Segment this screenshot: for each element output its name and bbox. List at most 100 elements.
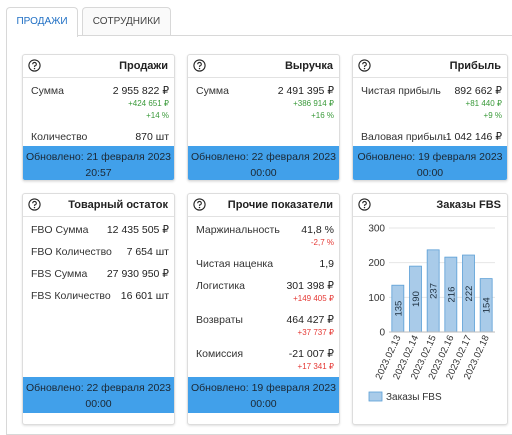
help-icon-circle <box>28 59 41 72</box>
help-icon-circle <box>358 59 371 72</box>
metric-value: 7 654 шт <box>126 246 169 258</box>
card: Заказы FBS 0 100 200 300 135 2023.02.13 190 2023… <box>352 193 508 425</box>
metric-label: Валовая прибыль <box>361 131 446 143</box>
metric-value: 12 435 505 ₽ <box>106 224 169 236</box>
help-icon[interactable] <box>28 59 41 72</box>
metric-line: Чистая прибыль 892 662 ₽ <box>361 84 502 98</box>
help-icon[interactable] <box>28 198 41 211</box>
metric-line: FBS Количество 16 601 шт <box>31 289 169 303</box>
help-icon-glyph <box>197 200 202 206</box>
metric-row: Возвраты 464 427 ₽ +37 737 ₽ <box>196 313 334 339</box>
metric-line: FBS Сумма 27 930 950 ₽ <box>31 267 169 281</box>
metric-row: FBO Количество 7 654 шт <box>31 245 169 259</box>
metric-value: 1,9 <box>319 258 334 270</box>
updated-footer: Обновлено: 19 февраля 2023 00:00 <box>353 146 507 180</box>
card-title: Прочие показатели <box>227 199 333 211</box>
metric-change: -2,7 % <box>310 238 334 247</box>
help-icon[interactable] <box>358 59 371 72</box>
metric-label: Логистика <box>196 280 246 292</box>
metric-change: +81 440 ₽ <box>465 99 502 108</box>
help-icon[interactable] <box>358 198 371 211</box>
tab[interactable]: СОТРУДНИКИ <box>82 7 171 35</box>
help-icon-glyph <box>32 61 37 67</box>
metric-value: -21 007 ₽ <box>288 348 334 360</box>
metric-value: 301 398 ₽ <box>286 280 334 292</box>
metric-label: Комиссия <box>196 348 244 360</box>
updated-footer: Обновлено: 22 февраля 2023 00:00 <box>188 146 339 180</box>
help-icon-circle <box>358 198 371 211</box>
metric-line: Сумма 2 491 395 ₽ <box>196 84 334 98</box>
metric-value: 27 930 950 ₽ <box>106 268 169 280</box>
legend-label: Заказы FBS <box>386 392 442 403</box>
metric-row: Чистая прибыль 892 662 ₽ +81 440 ₽ +9 % <box>361 84 502 122</box>
metric-line: Чистая наценка 1,9 <box>196 257 334 271</box>
metric-value: 16 601 шт <box>120 290 169 302</box>
metric-label: Сумма <box>31 85 64 97</box>
card-body: Сумма 2 955 822 ₽ +424 651 ₽ +14 % Количеств… <box>23 78 174 152</box>
metric-label: Маржинальность <box>196 224 280 236</box>
value-label: 190 <box>411 291 422 307</box>
metric-change: +37 737 ₽ <box>297 328 334 337</box>
metric-label: Количество <box>31 131 88 143</box>
help-icon[interactable] <box>193 198 206 211</box>
metric-change: +14 % <box>146 111 169 120</box>
metric-value: 2 955 822 ₽ <box>112 85 169 97</box>
help-icon-dot <box>363 206 366 209</box>
metric-line: Количество 870 шт <box>31 130 169 144</box>
card-title: Товарный остаток <box>68 199 168 211</box>
metric-change: +424 651 ₽ <box>128 99 169 108</box>
metric-value: 41,8 % <box>301 224 334 236</box>
updated-time: 20:57 <box>85 167 112 179</box>
card-body: FBO Сумма 12 435 505 ₽ FBO Количество 7 654… <box>23 217 174 311</box>
updated-footer: Обновлено: 21 февраля 2023 20:57 <box>23 146 174 180</box>
card-header: Заказы FBS <box>353 194 507 217</box>
metric-label: FBO Сумма <box>31 224 89 236</box>
value-label: 154 <box>482 297 493 313</box>
metric-row: Валовая прибыль 1 042 146 ₽ <box>361 130 502 144</box>
metric-change: +17 341 ₽ <box>297 362 334 371</box>
metric-value: 1 042 146 ₽ <box>445 131 502 143</box>
metric-change: +9 % <box>483 111 502 120</box>
help-icon-dot <box>33 206 36 209</box>
metric-row: Комиссия -21 007 ₽ +17 341 ₽ <box>196 347 334 373</box>
card-title: Прибыль <box>449 60 501 72</box>
updated-time: 00:00 <box>416 167 444 179</box>
metric-row: FBO Сумма 12 435 505 ₽ <box>31 223 169 237</box>
metric-line: FBO Количество 7 654 шт <box>31 245 169 259</box>
chart: 01002003001352023.02.131902023.02.142372… <box>368 224 495 403</box>
metric-label: Чистая наценка <box>196 258 274 270</box>
metric-line: Комиссия -21 007 ₽ <box>196 347 334 361</box>
metric-label: Сумма <box>196 85 229 97</box>
metric-label: Возвраты <box>196 314 243 326</box>
metric-row: Сумма 2 955 822 ₽ +424 651 ₽ +14 % <box>31 84 169 122</box>
legend[interactable]: Заказы FBS <box>368 391 442 403</box>
help-icon-dot <box>198 206 201 209</box>
updated-date: Обновлено: 19 февраля 2023 <box>190 382 337 394</box>
metric-label: FBS Количество <box>31 290 111 302</box>
metric-line: Возвраты 464 427 ₽ <box>196 313 334 327</box>
metric-row: FBS Количество 16 601 шт <box>31 289 169 303</box>
card: Товарный остаток FBO Сумма 12 435 505 ₽ FBO… <box>22 193 175 425</box>
metric-value: 2 491 395 ₽ <box>277 85 334 97</box>
metric-value: 464 427 ₽ <box>286 314 334 326</box>
y-tick-label: 0 <box>379 328 385 339</box>
metric-row: Чистая наценка 1,9 <box>196 257 334 271</box>
card-body: Сумма 2 491 395 ₽ +386 914 ₽ +16 % <box>188 78 339 130</box>
metric-line: FBO Сумма 12 435 505 ₽ <box>31 223 169 237</box>
updated-date: Обновлено: 22 февраля 2023 <box>25 382 172 394</box>
metric-row: FBS Сумма 27 930 950 ₽ <box>31 267 169 281</box>
card-title: Выручка <box>284 60 333 72</box>
updated-footer: Обновлено: 19 февраля 2023 00:00 <box>188 377 339 413</box>
metric-label: FBO Количество <box>31 246 112 258</box>
card: Прибыль Чистая прибыль 892 662 ₽ +81 440 ₽ +… <box>352 54 508 181</box>
metric-value: 870 шт <box>135 131 169 143</box>
help-icon-circle <box>193 198 206 211</box>
metric-line: Логистика 301 398 ₽ <box>196 279 334 293</box>
updated-footer: Обновлено: 22 февраля 2023 00:00 <box>23 377 174 413</box>
y-tick-label: 200 <box>368 258 385 269</box>
help-icon[interactable] <box>193 59 206 72</box>
value-label: 216 <box>446 287 457 303</box>
updated-date: Обновлено: 21 февраля 2023 <box>25 151 172 163</box>
updated-time: 00:00 <box>250 398 277 410</box>
tab[interactable]: ПРОДАЖИ <box>6 7 78 37</box>
